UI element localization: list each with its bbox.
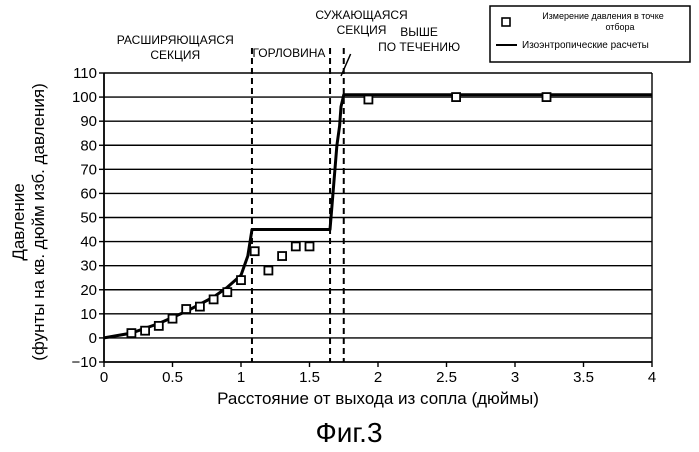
y-axis-label-line2: (фунты на кв. дюйм изб. давления) [29, 83, 48, 361]
x-tick-label: 3 [511, 369, 519, 386]
measurement-point [306, 242, 314, 250]
figure-label: Фиг.3 [315, 417, 382, 448]
y-tick-label: 40 [80, 234, 97, 251]
axes [99, 73, 652, 367]
y-tick-label: 100 [72, 89, 97, 106]
y-axis-label-line1: Давление [9, 183, 28, 260]
x-tick-label: 1.5 [299, 369, 320, 386]
y-tick-label: 60 [80, 185, 97, 202]
x-tick-label: 3.5 [573, 369, 594, 386]
x-tick-label: 0.5 [162, 369, 183, 386]
x-tick-label: 1 [237, 369, 245, 386]
region-label-line: ГОРЛОВИНА [252, 46, 325, 60]
x-tick-label: 2.5 [436, 369, 457, 386]
measurement-point [141, 327, 149, 335]
legend-line-label: Изоэнтропические расчеты [522, 40, 649, 51]
x-tick-label: 2 [374, 369, 382, 386]
x-axis-label: Расстояние от выхода из сопла (дюймы) [217, 389, 539, 408]
measurement-point [237, 276, 245, 284]
measurement-point [264, 266, 272, 274]
measurement-point [182, 305, 190, 313]
region-label-line: ПО ТЕЧЕНИЮ [378, 40, 460, 54]
y-tick-label: −10 [72, 354, 97, 371]
gridlines [104, 73, 652, 362]
measurement-point [251, 247, 259, 255]
y-tick-label: 70 [80, 161, 97, 178]
x-tick-label: 4 [648, 369, 656, 386]
region-labels: РАСШИРЯЮЩАЯСЯСЕКЦИЯГОРЛОВИНАСУЖАЮЩАЯСЯСЕ… [117, 8, 460, 76]
y-tick-label: 30 [80, 258, 97, 275]
measurement-point [278, 252, 286, 260]
legend-marker-label-line1: Измерение давления в точке [542, 11, 664, 21]
measurement-point [210, 295, 218, 303]
measurement-point [452, 93, 460, 101]
section-boundaries [252, 48, 344, 362]
measurement-point [543, 93, 551, 101]
legend-marker-label-line2: отбора [605, 22, 634, 32]
y-tick-label: 80 [80, 137, 97, 154]
measurement-point [196, 303, 204, 311]
measurement-point [292, 242, 300, 250]
y-tick-label: 20 [80, 282, 97, 299]
region-label-line: СЕКЦИЯ [150, 48, 200, 62]
y-tick-label: 10 [80, 306, 97, 323]
region-label-line: ВЫШЕ [400, 25, 438, 39]
measurement-point [223, 288, 231, 296]
chart: −10010203040506070809010011000.511.522.5… [0, 0, 699, 452]
y-tick-label: 90 [80, 113, 97, 130]
y-axis-label: Давление (фунты на кв. дюйм изб. давлени… [9, 83, 48, 361]
isentropic-line-series [104, 95, 652, 338]
region-label-line: РАСШИРЯЮЩАЯСЯ [117, 33, 234, 47]
y-tick-label: 0 [89, 330, 97, 347]
y-tick-label: 110 [73, 65, 97, 82]
region-label-line: СЕКЦИЯ [337, 23, 387, 37]
isentropic-line [104, 95, 652, 338]
region-label-line: СУЖАЮЩАЯСЯ [315, 8, 407, 22]
x-tick-label: 0 [100, 369, 108, 386]
legend: Измерение давления в точке отбора Изоэнт… [490, 6, 690, 62]
measurement-point [364, 95, 372, 103]
y-tick-label: 50 [80, 210, 97, 227]
measurement-point [127, 329, 135, 337]
measurement-point [169, 315, 177, 323]
measurement-point [155, 322, 163, 330]
